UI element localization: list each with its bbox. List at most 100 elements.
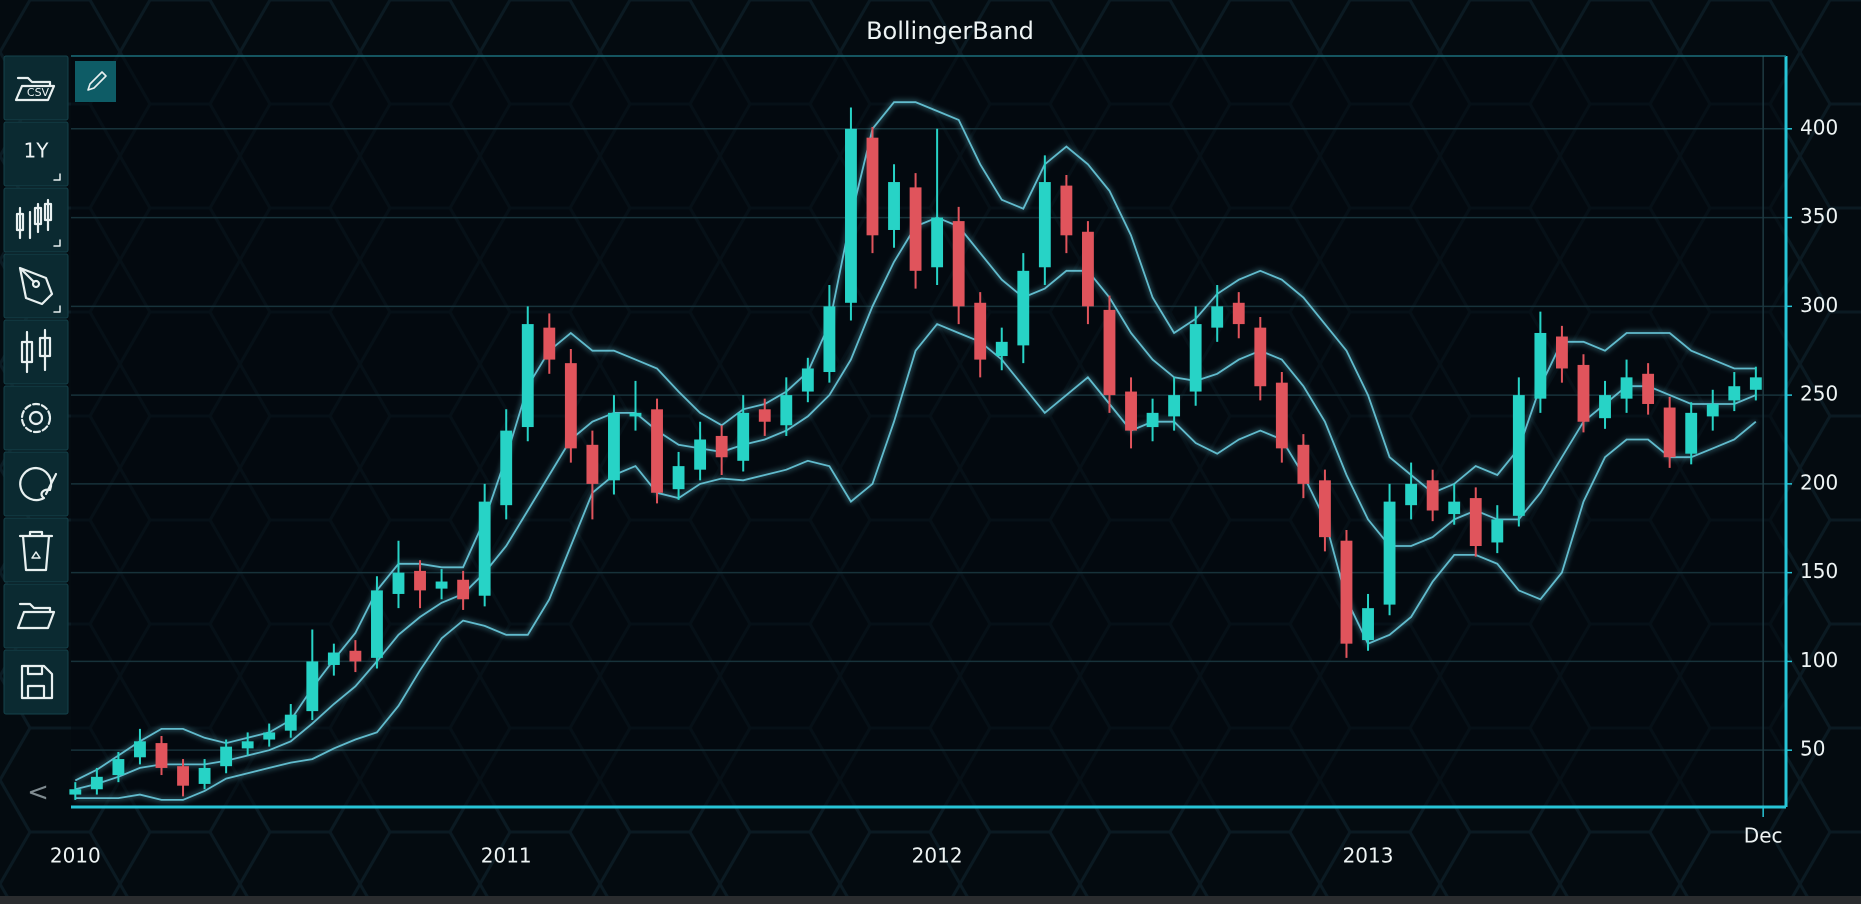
candle-body	[1232, 302, 1245, 325]
candle-body	[1491, 519, 1504, 543]
candle-body	[521, 324, 534, 428]
theme-button[interactable]	[3, 451, 69, 517]
candle-body	[1060, 185, 1073, 236]
y-tick-label: 300	[1800, 293, 1838, 317]
candle-body	[564, 363, 577, 449]
candle-body	[263, 732, 276, 740]
candle-body	[1211, 306, 1224, 328]
candle-body	[1168, 395, 1181, 417]
candle-body	[155, 743, 168, 768]
open-button[interactable]	[3, 583, 69, 649]
collapse-button[interactable]: <	[27, 778, 49, 808]
indicator-button[interactable]	[3, 319, 69, 385]
candle-body	[694, 439, 707, 470]
candle-body	[672, 466, 685, 490]
open-csv-button[interactable]: CSV	[3, 55, 69, 121]
bottom-strip	[0, 896, 1861, 904]
candle-body	[69, 789, 82, 795]
save-button[interactable]	[3, 649, 69, 715]
candle-body	[1599, 395, 1611, 419]
y-tick-label: 200	[1800, 470, 1838, 494]
candle-body	[371, 590, 383, 658]
candle-body	[1620, 377, 1633, 399]
candle-body	[823, 306, 836, 373]
candle-body	[1038, 182, 1051, 268]
chart-title: BollingerBand	[866, 17, 1034, 45]
candle-body	[1706, 403, 1719, 417]
y-tick-label: 150	[1800, 559, 1838, 583]
candle-body	[1469, 498, 1482, 547]
candle-body	[543, 327, 556, 360]
band-upper	[74, 101, 1756, 782]
range-label: 1Y	[24, 139, 50, 163]
candle-body	[995, 341, 1008, 357]
candle-body	[758, 409, 771, 422]
candle-body	[1577, 364, 1590, 422]
candle-body	[866, 137, 879, 236]
candle-body	[608, 412, 620, 481]
csv-label: CSV	[27, 86, 50, 99]
candle-body	[974, 302, 987, 360]
draw-button[interactable]	[3, 253, 69, 319]
candle-body	[478, 501, 491, 596]
candle-body	[629, 412, 642, 417]
candle-body	[1534, 332, 1547, 399]
candle-body	[414, 570, 426, 591]
candle-body	[1663, 407, 1676, 458]
y-tick-label: 350	[1800, 204, 1838, 228]
candle-body	[349, 650, 362, 662]
candle-body	[801, 368, 814, 392]
chart-type-button[interactable]	[3, 187, 69, 253]
candle-body	[952, 221, 965, 307]
candle-body	[1254, 327, 1267, 387]
candle-body	[1189, 324, 1202, 392]
candle-body	[1103, 309, 1116, 396]
candle-body	[1685, 412, 1698, 454]
candle-body	[1749, 377, 1762, 390]
candle-body	[586, 444, 599, 484]
candle-body	[1146, 412, 1159, 428]
candle-body	[1728, 386, 1741, 401]
candle-body	[1362, 608, 1374, 641]
axes: 50 100 150 200 250 300 350 400 2010 2011 2012 2013 D…	[50, 55, 1838, 868]
plot-area	[71, 56, 1786, 807]
x-tick-label: Dec	[1744, 824, 1783, 848]
candle-body	[1512, 395, 1525, 516]
candle-body	[435, 581, 448, 589]
delete-button[interactable]	[3, 517, 69, 583]
y-tick-label: 400	[1800, 115, 1838, 139]
candle-body	[845, 128, 857, 303]
candle-body	[306, 661, 319, 712]
candle-body	[737, 412, 750, 461]
pencil-tool[interactable]	[75, 61, 116, 102]
candle-body	[715, 435, 728, 458]
range-button[interactable]: 1Y	[3, 121, 69, 187]
toolbar: CSV 1Y	[3, 55, 69, 808]
candle-body	[780, 395, 793, 426]
candle-body	[1556, 336, 1568, 369]
candle-body	[1642, 373, 1655, 404]
candle-body	[1297, 444, 1310, 484]
candle-body	[888, 182, 900, 230]
candle-body	[500, 430, 513, 506]
candles	[69, 107, 1762, 800]
candle-body	[220, 746, 233, 767]
candle-body	[327, 652, 340, 665]
x-tick-label: 2010	[50, 844, 101, 868]
candle-body	[198, 767, 211, 784]
candle-body	[1319, 480, 1331, 538]
candle-body	[1082, 231, 1094, 307]
candle-body	[1448, 501, 1461, 515]
candle-body	[1383, 501, 1396, 605]
candle-body	[134, 741, 146, 758]
candle-body	[392, 572, 405, 594]
settings-button[interactable]	[3, 385, 69, 451]
candle-body	[1275, 382, 1288, 449]
y-tick-label: 50	[1800, 737, 1825, 761]
candle-body	[651, 409, 663, 493]
candle-body	[241, 741, 254, 749]
y-tick-label: 100	[1800, 648, 1838, 672]
candle-body	[177, 766, 189, 786]
candle-body	[284, 714, 297, 731]
